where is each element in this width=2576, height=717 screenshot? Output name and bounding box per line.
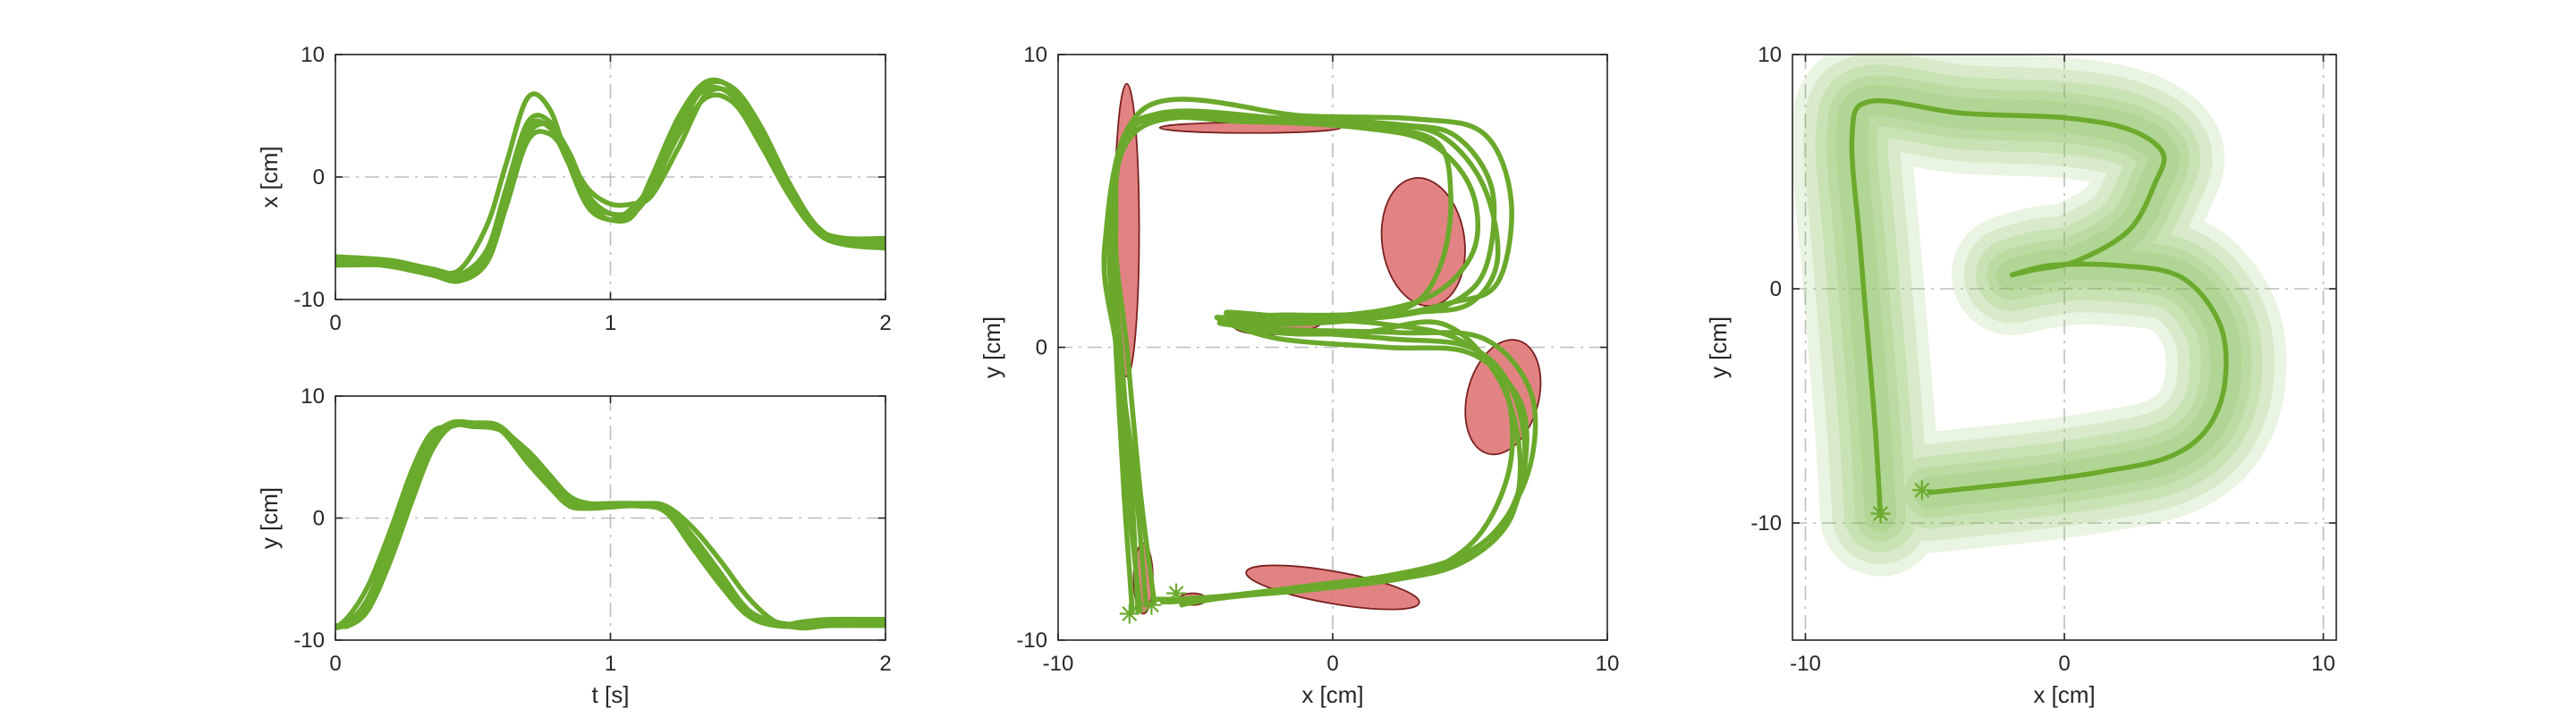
series-line [1113, 111, 1515, 605]
series-line-overlay [1109, 114, 1530, 608]
x-tick-label: 1 [605, 652, 616, 676]
gaussian-ellipse [1380, 177, 1466, 308]
y-axis-label: y [cm] [1705, 316, 1732, 378]
series-line [335, 422, 886, 631]
y-tick-label: -10 [1016, 628, 1047, 653]
y-tick-label: 10 [1758, 43, 1782, 67]
start-marker [1166, 583, 1187, 603]
y-tick-label: -10 [293, 628, 325, 653]
series-line [1849, 97, 2229, 519]
y-axis-label: x [cm] [256, 146, 283, 207]
series-line-overlay [1101, 97, 1538, 614]
x-tick-label: 10 [1596, 652, 1620, 676]
plot-area [335, 77, 886, 284]
y-tick-label: 10 [301, 384, 325, 409]
plot-p4: -10 0 10 -10 0 10 x [cm] y [cm] [1705, 43, 2337, 708]
start-marker [1911, 480, 1932, 501]
x-axis-label: x [cm] [2033, 681, 2095, 708]
plot-area [1792, 55, 2287, 577]
series-line [1109, 108, 1528, 614]
y-tick-label: 10 [1023, 43, 1047, 67]
x-axis-label: t [s] [592, 681, 630, 708]
start-marker [1870, 503, 1891, 524]
x-tick-label: -10 [1043, 652, 1074, 676]
x-tick-label: 1 [605, 311, 616, 335]
y-tick-label: 0 [313, 507, 325, 531]
y-axis-label: y [cm] [256, 487, 283, 549]
y-tick-label: -10 [1750, 511, 1782, 536]
x-tick-label: 2 [879, 652, 891, 676]
series-line [335, 84, 886, 281]
start-marker [1119, 603, 1140, 624]
series-line [1106, 114, 1523, 614]
y-tick-label: 0 [313, 165, 325, 190]
series-line [335, 421, 886, 631]
plot-area [1101, 82, 1542, 624]
y-tick-label: 0 [1770, 277, 1782, 301]
x-tick-label: 0 [2058, 652, 2070, 676]
x-tick-label: 0 [1326, 652, 1338, 676]
x-axis-label: x [cm] [1301, 681, 1363, 708]
y-axis-label: y [cm] [979, 316, 1005, 378]
series-line-overlay [1113, 111, 1515, 605]
series-line [1109, 114, 1530, 608]
series-line-overlay [1106, 114, 1523, 614]
x-tick-label: 10 [2311, 652, 2335, 676]
x-tick-label: 0 [329, 652, 341, 676]
y-tick-label: 0 [1036, 336, 1047, 360]
y-tick-label: -10 [293, 288, 325, 312]
start-marker [1141, 595, 1162, 615]
x-tick-label: -10 [1790, 652, 1821, 676]
x-tick-label: 0 [329, 311, 341, 335]
plot-p3: -10 0 10 -10 0 10 x [cm] y [cm] [979, 43, 1619, 708]
plot-area [335, 418, 886, 631]
y-tick-label: 10 [301, 43, 325, 67]
x-tick-label: 2 [879, 311, 891, 335]
series-line-overlay [1109, 108, 1528, 614]
